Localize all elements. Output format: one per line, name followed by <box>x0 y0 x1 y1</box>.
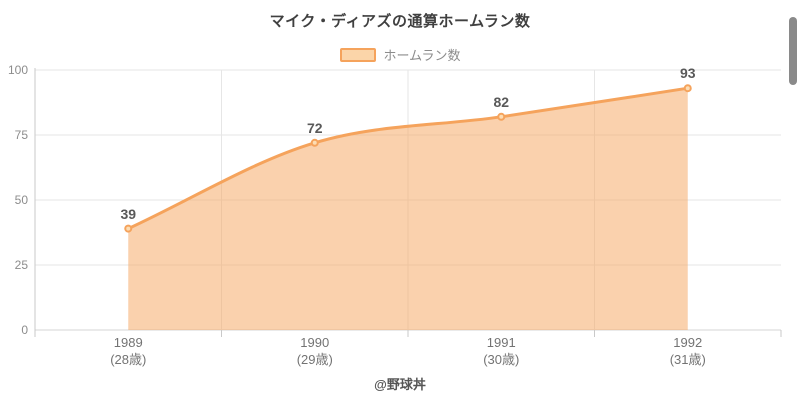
data-point[interactable] <box>124 224 133 233</box>
series-line <box>126 86 690 231</box>
legend-swatch-icon <box>339 47 376 62</box>
legend-label: ホームラン数 <box>383 48 461 63</box>
legend[interactable]: ホームラン数 <box>0 45 800 64</box>
data-point[interactable] <box>310 138 319 147</box>
series-area <box>128 88 688 330</box>
chart-title: マイク・ディアズの通算ホームラン数 <box>269 13 531 30</box>
data-point[interactable] <box>497 112 506 121</box>
data-point[interactable] <box>683 84 692 93</box>
scrollbar-thumb[interactable] <box>789 17 797 85</box>
footer-credit: @野球丼 <box>374 377 426 392</box>
